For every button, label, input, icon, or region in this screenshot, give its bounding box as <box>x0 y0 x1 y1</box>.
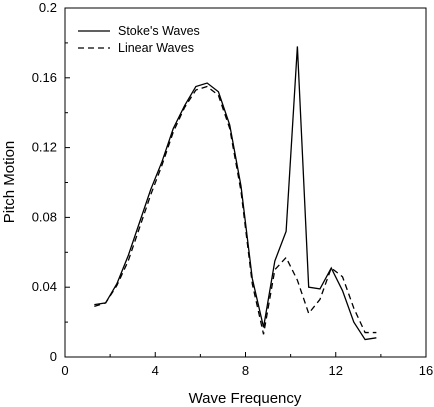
series-line-stokes-waves <box>94 46 377 341</box>
x-tick-label: 16 <box>419 363 433 378</box>
legend: Stoke's Waves Linear Waves <box>78 24 200 55</box>
x-axis-title: Wave Frequency <box>189 390 302 407</box>
y-axis-title: Pitch Motion <box>1 141 18 224</box>
x-tick-label: 0 <box>61 363 68 378</box>
legend-label-linear: Linear Waves <box>118 41 194 55</box>
x-tick-label: 8 <box>242 363 249 378</box>
y-tick-label: 0.2 <box>39 0 57 15</box>
axis-ticks: 0 4 8 12 16 0 0.04 0.08 0.12 0.16 0.2 <box>32 0 434 378</box>
y-tick-label: 0.16 <box>32 70 57 85</box>
series-layer <box>94 46 377 341</box>
y-tick-label: 0.04 <box>32 279 57 294</box>
plot-frame <box>64 7 427 358</box>
series-line-linear-waves <box>94 85 377 335</box>
legend-label-stokes: Stoke's Waves <box>118 24 200 38</box>
x-tick-label: 4 <box>152 363 159 378</box>
x-tick-label: 12 <box>329 363 343 378</box>
y-tick-label: 0.12 <box>32 140 57 155</box>
y-tick-label: 0 <box>50 349 57 364</box>
y-tick-label: 0.08 <box>32 209 57 224</box>
